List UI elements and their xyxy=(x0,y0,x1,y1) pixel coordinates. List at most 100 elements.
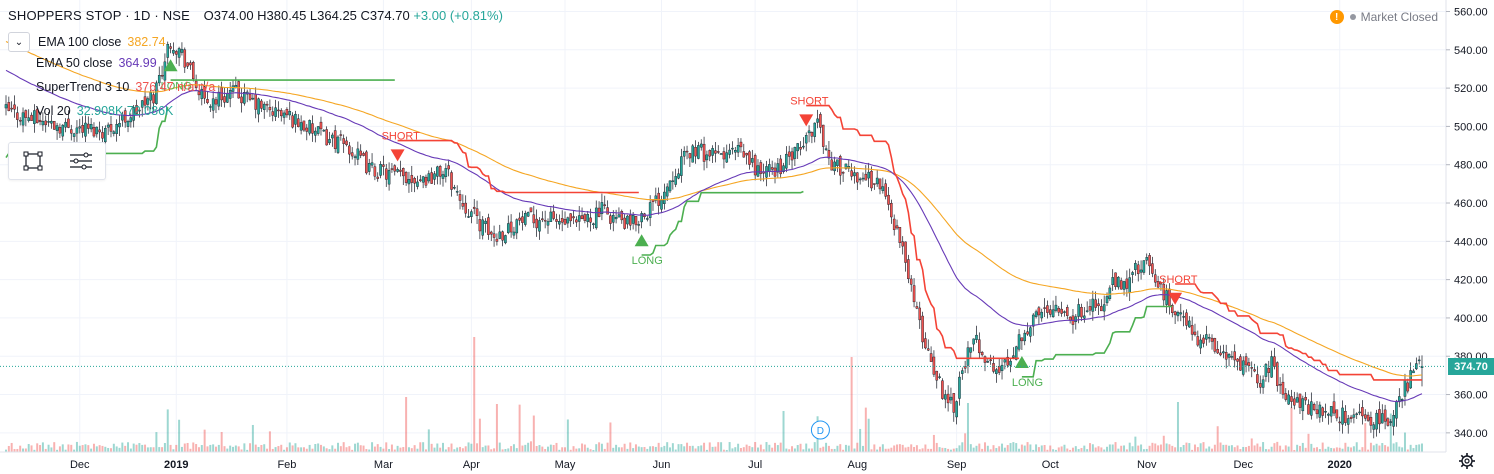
candle-body xyxy=(38,119,42,122)
candle-body xyxy=(305,127,309,132)
candle-body xyxy=(1278,383,1282,386)
volume-bar xyxy=(1046,449,1049,452)
market-status[interactable]: ! Market Closed xyxy=(1329,10,1438,24)
candle-body xyxy=(1369,417,1373,426)
candle-body xyxy=(918,307,922,321)
volume-bar xyxy=(774,442,777,452)
symbol-title[interactable]: SHOPPERS STOP · 1D · NSE xyxy=(8,8,191,23)
volume-value: 32.908K 72.086K xyxy=(76,104,174,118)
volume-bar xyxy=(961,442,964,452)
candle-body xyxy=(912,285,916,303)
candle-body xyxy=(1307,404,1310,415)
volume-bar xyxy=(124,445,127,452)
candle-body xyxy=(614,217,618,220)
horizontal-lines-icon[interactable] xyxy=(67,147,95,175)
candle-body xyxy=(277,109,280,112)
candle-body xyxy=(260,100,263,109)
volume-bar xyxy=(1057,447,1060,452)
volume-bar xyxy=(1279,445,1282,452)
candle-body xyxy=(955,401,958,418)
price-axis[interactable]: 340.00360.00380.00400.00420.00440.00460.… xyxy=(1445,0,1488,452)
volume-bar xyxy=(921,448,924,452)
volume-bar xyxy=(161,447,164,452)
volume-bar xyxy=(16,448,19,452)
volume-bar xyxy=(158,447,161,452)
volume-bar xyxy=(629,442,632,452)
volume-bar xyxy=(493,448,496,452)
candle-body xyxy=(583,214,587,221)
x-tick-label: Apr xyxy=(463,459,480,471)
volume-bar xyxy=(501,449,504,452)
volume-bar xyxy=(634,444,637,452)
candle-body xyxy=(359,150,362,156)
candle-body xyxy=(436,166,439,177)
candle-body xyxy=(475,208,479,217)
volume-bar xyxy=(399,447,402,452)
candle-body xyxy=(495,238,499,242)
volume-bar xyxy=(1386,446,1389,452)
candle-body xyxy=(1358,411,1361,414)
candle-body xyxy=(1321,407,1324,416)
volume-bar xyxy=(1074,446,1077,452)
volume-bar xyxy=(952,448,955,452)
warning-icon: ! xyxy=(1329,10,1344,24)
candle-body xyxy=(265,103,269,106)
candle-body xyxy=(1293,398,1296,406)
volume-bar xyxy=(924,444,927,452)
volume-bar xyxy=(13,449,16,452)
rectangle-tool-icon[interactable] xyxy=(19,147,47,175)
candle-body xyxy=(379,164,382,176)
candle-body xyxy=(333,130,337,150)
candle-body xyxy=(1344,411,1347,423)
candle-body xyxy=(95,126,99,135)
candle-body xyxy=(455,191,459,193)
candle-body xyxy=(1290,396,1293,402)
volume-bar xyxy=(802,449,805,452)
candle-body xyxy=(206,99,209,103)
candle-body xyxy=(708,150,712,157)
candle-body xyxy=(1156,281,1160,288)
candle-body xyxy=(1023,332,1027,342)
chevron-down-icon[interactable]: ⌄ xyxy=(8,32,30,52)
candle-body xyxy=(211,98,215,111)
volume-bar xyxy=(78,445,81,452)
volume-bar xyxy=(246,449,249,452)
volume-bar xyxy=(1239,449,1242,452)
candle-body xyxy=(1029,327,1032,337)
time-axis[interactable]: Dec 2019 Feb Mar Apr May Jun Jul Aug Sep Oct Nov Dec… xyxy=(0,451,1446,471)
legend-ema100[interactable]: ⌄ EMA 100 close 382.74 xyxy=(8,32,166,52)
x-tick-label: Dec xyxy=(1233,459,1253,471)
candle-body xyxy=(149,92,152,101)
legend-ema50[interactable]: EMA 50 close 364.99 xyxy=(36,56,157,70)
volume-bar xyxy=(473,337,476,452)
candle-body xyxy=(69,129,73,134)
candle-body xyxy=(682,150,686,157)
candle-body xyxy=(577,215,581,222)
volume-bar xyxy=(1182,444,1185,452)
volume-bar xyxy=(555,442,558,452)
volume-bar xyxy=(833,448,836,452)
candle-body xyxy=(396,169,399,172)
y-tick-label: 340.00 xyxy=(1454,428,1488,440)
candle-body xyxy=(606,207,609,215)
volume-bar xyxy=(688,445,691,452)
volume-bar xyxy=(643,447,646,452)
volume-bar xyxy=(1083,445,1086,452)
candle-body xyxy=(1375,412,1378,430)
volume-bar xyxy=(1347,446,1350,452)
volume-bar xyxy=(430,443,433,452)
candle-body xyxy=(1216,349,1219,354)
volume-bar xyxy=(101,445,104,452)
volume-bar xyxy=(703,442,706,452)
gear-icon[interactable] xyxy=(1458,452,1476,470)
volume-bar xyxy=(677,444,680,452)
legend-volume[interactable]: Vol 20 32.908K 72.086K xyxy=(36,104,173,118)
volume-bar xyxy=(1063,444,1066,452)
volume-bar xyxy=(214,446,217,452)
candle-body xyxy=(209,106,212,108)
volume-bar xyxy=(521,445,524,452)
volume-bar xyxy=(127,442,130,452)
volume-bar xyxy=(742,447,745,452)
legend-supertrend[interactable]: SuperTrend 3 10 376.47 n/a n/a xyxy=(36,80,215,94)
